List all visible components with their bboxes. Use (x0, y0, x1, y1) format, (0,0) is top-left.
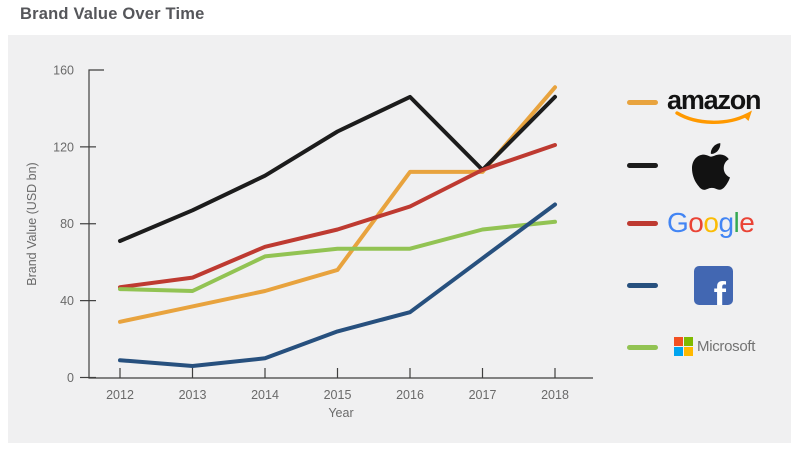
series-line-facebook (118, 202, 557, 368)
y-tick-label: 80 (60, 217, 74, 231)
microsoft-logo-text: Microsoft (697, 338, 756, 355)
microsoft-logo: Microsoft (674, 337, 755, 356)
amazon-logo: amazon (667, 87, 767, 127)
google-logo-letter: o (703, 207, 719, 238)
series-line-amazon (118, 85, 557, 324)
x-axis-title: Year (328, 406, 353, 420)
google-logo: Google (667, 207, 755, 238)
legend-swatch-google (627, 221, 658, 226)
google-logo-letter: G (667, 207, 689, 238)
amazon-smile-icon (675, 110, 752, 124)
legend-swatch-apple (627, 163, 658, 168)
x-tick-label: 2012 (106, 388, 134, 402)
facebook-logo-icon: f (694, 266, 733, 305)
legend-swatch-amazon (627, 100, 658, 105)
facebook-logo-letter: f (713, 275, 726, 305)
microsoft-square (684, 347, 693, 356)
x-tick-label: 2015 (324, 388, 352, 402)
google-logo-letter: e (739, 207, 755, 238)
page-title: Brand Value Over Time (20, 5, 205, 23)
microsoft-square (674, 347, 683, 356)
series-line-google (118, 143, 557, 290)
google-logo-letter: l (733, 207, 740, 238)
series-line-microsoft (118, 219, 557, 293)
microsoft-square (684, 337, 693, 346)
google-logo-letter: o (688, 207, 704, 238)
amazon-logo-text: amazon (667, 85, 762, 115)
x-tick-label: 2014 (251, 388, 279, 402)
x-tick-label: 2018 (541, 388, 569, 402)
microsoft-squares-icon (674, 337, 693, 356)
x-tick-label: 2016 (396, 388, 424, 402)
y-tick-label: 0 (67, 371, 74, 385)
legend-swatch-microsoft (627, 345, 658, 350)
y-tick-label: 160 (53, 63, 74, 77)
apple-logo-icon (692, 143, 730, 190)
legend-swatch-facebook (627, 283, 658, 288)
y-tick-label: 40 (60, 294, 74, 308)
microsoft-square (674, 337, 683, 346)
y-axis-title: Brand Value (USD bn) (25, 162, 39, 285)
x-tick-label: 2017 (469, 388, 497, 402)
y-tick-label: 120 (53, 140, 74, 154)
x-tick-label: 2013 (179, 388, 207, 402)
google-logo-letter: g (718, 207, 734, 238)
